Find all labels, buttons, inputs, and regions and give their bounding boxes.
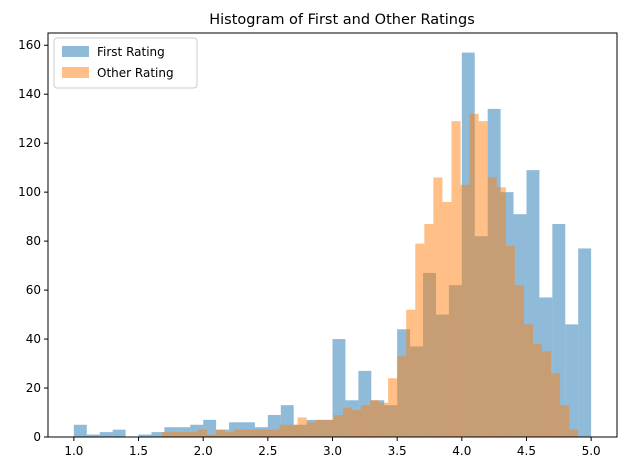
legend-swatch bbox=[62, 46, 89, 57]
histogram-bar bbox=[342, 407, 352, 437]
x-tick-label: 3.0 bbox=[323, 444, 342, 458]
histogram-bar bbox=[569, 429, 579, 437]
histogram-bar bbox=[415, 243, 425, 437]
histogram-bar bbox=[442, 201, 452, 437]
y-tick-label: 120 bbox=[18, 136, 41, 150]
histogram-bar bbox=[360, 405, 371, 437]
series-other-rating bbox=[161, 113, 579, 438]
y-tick-label: 100 bbox=[18, 185, 41, 199]
histogram-bar bbox=[351, 410, 361, 437]
chart-title: Histogram of First and Other Ratings bbox=[209, 12, 475, 28]
histogram-bar bbox=[496, 187, 506, 437]
y-tick-label: 80 bbox=[26, 234, 41, 248]
histogram-bar bbox=[252, 429, 262, 437]
histogram-bar bbox=[225, 432, 235, 437]
x-tick-label: 4.0 bbox=[452, 444, 471, 458]
histogram-bar bbox=[243, 429, 253, 437]
legend-label: Other Rating bbox=[97, 66, 174, 80]
histogram-bar bbox=[460, 184, 470, 437]
legend-box bbox=[53, 37, 198, 89]
histogram-bar bbox=[379, 402, 389, 437]
histogram-bar bbox=[406, 309, 416, 437]
histogram-bar bbox=[332, 339, 346, 437]
histogram-bar bbox=[560, 405, 570, 437]
histogram-bar bbox=[297, 417, 307, 437]
histogram-bar bbox=[505, 246, 515, 437]
x-tick-label: 5.0 bbox=[582, 444, 601, 458]
histogram-bar bbox=[541, 351, 552, 437]
histogram-bar bbox=[324, 419, 334, 437]
histogram-bar bbox=[424, 223, 434, 437]
histogram-bar bbox=[388, 378, 398, 437]
y-tick-label: 0 bbox=[33, 430, 41, 444]
histogram-bar bbox=[188, 432, 199, 437]
histogram-bar bbox=[86, 434, 100, 437]
histogram-bar bbox=[270, 429, 280, 437]
histogram-bar bbox=[170, 432, 180, 437]
legend-swatch bbox=[62, 67, 89, 78]
bars-layer bbox=[73, 52, 592, 438]
histogram-bar bbox=[73, 424, 87, 437]
histogram-bar bbox=[306, 422, 316, 437]
histogram-bar bbox=[99, 432, 113, 437]
y-tick-label: 20 bbox=[26, 381, 41, 395]
histogram-bar bbox=[397, 356, 407, 437]
histogram-bar bbox=[261, 429, 271, 437]
histogram-bar bbox=[198, 429, 208, 437]
histogram-bar bbox=[333, 414, 343, 437]
histogram-bar bbox=[179, 432, 189, 437]
y-axis: 0 20 40 60 80 100 120 140 160 bbox=[18, 38, 48, 444]
histogram-bar bbox=[551, 373, 561, 437]
x-tick-label: 4.5 bbox=[517, 444, 536, 458]
histogram-bar bbox=[469, 113, 479, 438]
histogram-bar bbox=[514, 285, 524, 437]
histogram-bar bbox=[288, 424, 298, 437]
x-tick-label: 2.5 bbox=[258, 444, 277, 458]
histogram-bar bbox=[478, 121, 488, 438]
histogram-bar bbox=[112, 429, 126, 437]
histogram-bar bbox=[433, 177, 443, 437]
legend-label: First Rating bbox=[97, 45, 165, 59]
y-tick-label: 140 bbox=[18, 87, 41, 101]
y-tick-label: 160 bbox=[18, 38, 41, 52]
histogram-bar bbox=[523, 324, 533, 437]
y-tick-label: 40 bbox=[26, 332, 41, 346]
histogram-bar bbox=[216, 429, 226, 437]
histogram-bar bbox=[207, 434, 217, 437]
x-tick-label: 1.0 bbox=[64, 444, 83, 458]
x-tick-label: 2.0 bbox=[194, 444, 213, 458]
x-tick-label: 3.5 bbox=[388, 444, 407, 458]
histogram-bar bbox=[532, 343, 542, 437]
x-axis: 1.0 1.5 2.0 2.5 3.0 3.5 4.0 4.5 5.0 bbox=[64, 437, 601, 458]
histogram-bar bbox=[234, 429, 244, 437]
histogram-bar bbox=[161, 432, 171, 437]
histogram-bar bbox=[151, 432, 165, 437]
histogram-bar bbox=[487, 177, 497, 437]
histogram-bar bbox=[451, 121, 461, 438]
histogram-bar bbox=[279, 424, 289, 437]
x-tick-label: 1.5 bbox=[129, 444, 148, 458]
histogram-bar bbox=[578, 248, 592, 437]
y-tick-label: 60 bbox=[26, 283, 41, 297]
histogram-bar bbox=[315, 419, 325, 437]
legend: First Rating Other Rating bbox=[53, 37, 198, 89]
histogram-bar bbox=[370, 400, 380, 437]
histogram-bar bbox=[138, 434, 152, 437]
